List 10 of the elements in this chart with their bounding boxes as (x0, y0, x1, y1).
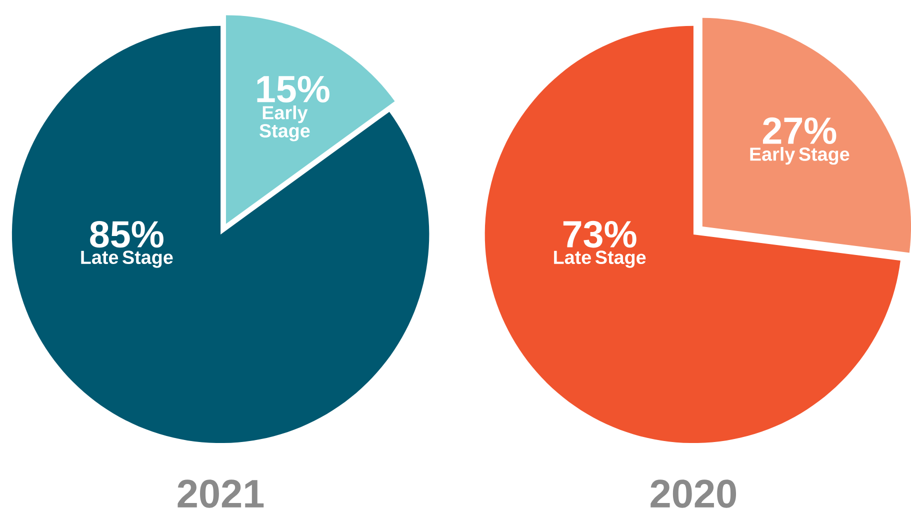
slice-label: Late Stage (554, 250, 646, 268)
slice-label: Late Stage (81, 250, 173, 268)
data-label: 27% (762, 118, 836, 144)
data-label: 85% (90, 221, 164, 248)
slice-label: Early Stage (260, 106, 310, 142)
data-label: 73% (563, 221, 636, 248)
text: 2020 (650, 480, 736, 508)
data-label: 15% (257, 76, 330, 103)
text: 2021 (178, 480, 264, 508)
slice-label: Early Stage (750, 147, 850, 165)
